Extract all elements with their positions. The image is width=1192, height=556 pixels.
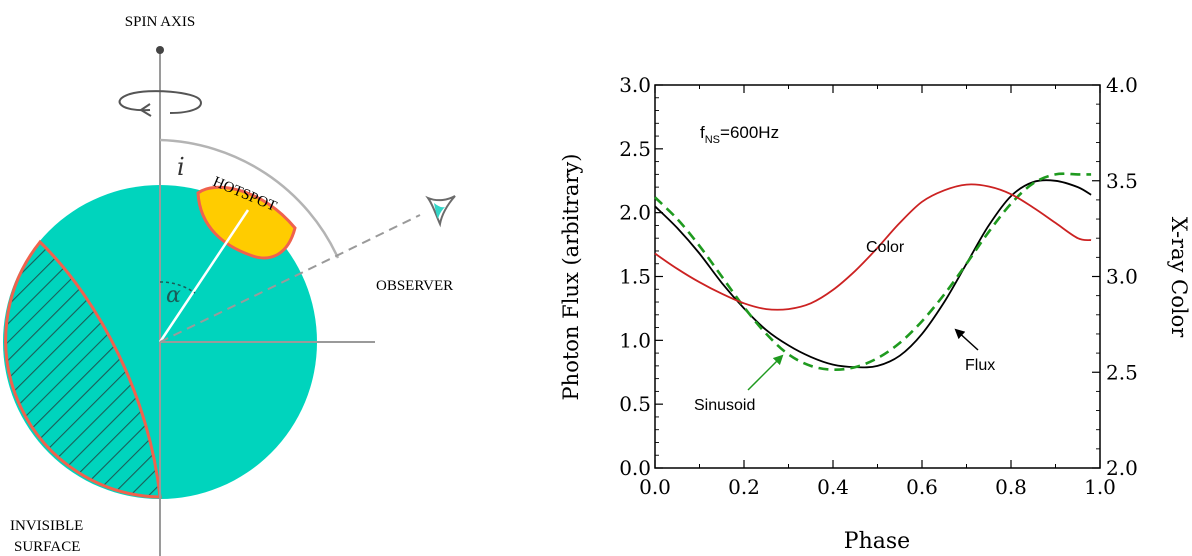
y-left-axis-ticks: 0.0 0.5 1.0 1.5 2.0 2.5 3.0 (619, 73, 663, 480)
invisible-surface-label-line1: INVISIBLE (10, 518, 83, 534)
flux-series-label: Flux (965, 357, 995, 374)
x-tick-label: 0.0 (639, 475, 671, 499)
color-series-label: Color (866, 239, 905, 256)
y-left-tick-label: 0.0 (619, 456, 651, 480)
invisible-surface-label-line2: SURFACE (14, 539, 80, 555)
frequency-annotation-sub: NS (705, 134, 720, 146)
series-layer (654, 172, 1092, 372)
y-right-tick-label: 4.0 (1106, 73, 1138, 97)
y-right-tick-label: 3.5 (1106, 169, 1138, 193)
neutron-star-diagram: SPIN AXIS i α HOTSPOT OBSERVER INVISIBLE… (3, 14, 456, 556)
frequency-annotation: fNS=600Hz (700, 123, 779, 146)
alpha-symbol: α (166, 283, 181, 308)
series-line-sinusoid (654, 172, 1092, 372)
x-tick-label: 0.6 (906, 475, 938, 499)
y-right-tick-label: 2.5 (1106, 360, 1138, 384)
sinusoid-series-label: Sinusoid (694, 397, 755, 414)
hotspot-radius-line (158, 209, 250, 343)
spin-axis-label: SPIN AXIS (125, 14, 195, 30)
observer-eye-icon (425, 195, 456, 228)
y-right-axis-ticks: 2.0 2.5 3.0 3.5 4.0 (1092, 73, 1138, 480)
x-tick-label: 1.0 (1084, 475, 1116, 499)
y-left-tick-label: 1.5 (619, 265, 651, 289)
y-left-tick-label: 0.5 (619, 392, 651, 416)
y-right-tick-label: 2.0 (1106, 456, 1138, 480)
frequency-annotation-rest: =600Hz (720, 123, 779, 142)
hotspot-shape (196, 185, 297, 260)
invisible-surface-hatch (4, 239, 162, 499)
frequency-annotation-main: f (700, 123, 705, 142)
lightcurve-chart: 0.0 0.2 0.4 0.6 0.8 1.0 0.0 0.5 1.0 1.5 2.0 2.5 3.0… (559, 73, 1191, 554)
y-left-tick-label: 3.0 (619, 73, 651, 97)
series-line-flux (654, 179, 1092, 369)
rotation-arrow-head-icon (139, 103, 152, 117)
x-tick-label: 0.4 (817, 475, 849, 499)
y-left-tick-label: 1.0 (619, 328, 651, 352)
rotation-arrow-icon (118, 90, 202, 114)
x-axis-label: Phase (844, 529, 910, 554)
series-line-color (654, 183, 1092, 311)
y-right-axis-label: X-ray Color (1167, 217, 1191, 338)
y-left-axis-label: Photon Flux (arbitrary) (559, 154, 583, 401)
sinusoid-arrow (747, 354, 784, 391)
observer-line (159, 214, 421, 343)
alpha-arc (159, 281, 196, 294)
x-tick-label: 0.8 (995, 475, 1027, 499)
spin-axis-tip (156, 46, 164, 54)
y-right-tick-label: 3.0 (1106, 265, 1138, 289)
y-left-tick-label: 2.0 (619, 201, 651, 225)
inclination-arc (159, 138, 340, 259)
x-axis-ticks: 0.0 0.2 0.4 0.6 0.8 1.0 (639, 85, 1116, 499)
inclination-symbol: i (177, 153, 185, 181)
y-left-tick-label: 2.5 (619, 137, 651, 161)
observer-label: OBSERVER (376, 278, 453, 294)
flux-arrow (954, 328, 979, 351)
x-tick-label: 0.2 (728, 475, 760, 499)
